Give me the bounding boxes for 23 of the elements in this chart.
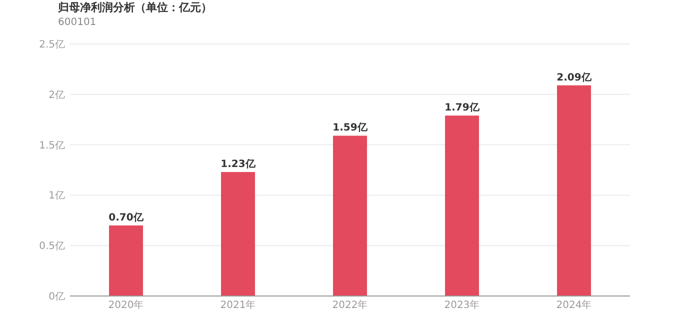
y-tick-label: 1.5亿 [39, 140, 65, 152]
data-label: 2.09亿 [556, 71, 592, 84]
x-tick-label: 2022年 [332, 299, 368, 311]
data-label: 1.23亿 [220, 158, 256, 170]
bar [333, 136, 367, 296]
data-label: 1.79亿 [444, 102, 480, 114]
bar [221, 172, 255, 296]
x-tick-label: 2021年 [220, 299, 256, 311]
bar [557, 85, 591, 296]
y-tick-label: 2.5亿 [39, 40, 65, 50]
y-tick-label: 0.5亿 [39, 241, 65, 252]
x-tick-label: 2020年 [108, 299, 144, 311]
bar [445, 116, 479, 296]
chart-subtitle: 600101 [58, 17, 96, 28]
x-tick-label: 2024年 [556, 299, 592, 311]
chart-title: 归母净利润分析（单位：亿元） [57, 1, 212, 14]
y-tick-label: 2亿 [48, 90, 65, 101]
x-tick-label: 2023年 [444, 299, 480, 311]
data-label: 0.70亿 [108, 211, 144, 224]
bar [109, 225, 143, 296]
y-tick-label: 0亿 [48, 292, 65, 302]
data-label: 1.59亿 [332, 122, 368, 134]
y-tick-label: 1亿 [48, 190, 65, 202]
